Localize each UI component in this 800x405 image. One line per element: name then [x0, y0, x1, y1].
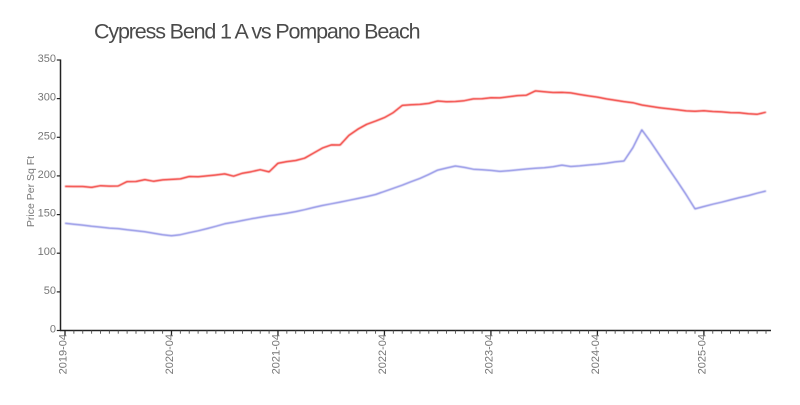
- svg-text:2022-04: 2022-04: [377, 334, 389, 374]
- svg-text:2025-04: 2025-04: [697, 334, 709, 374]
- svg-text:2019-04: 2019-04: [58, 334, 70, 374]
- svg-text:350: 350: [38, 53, 56, 65]
- svg-text:150: 150: [38, 208, 56, 220]
- svg-text:Cypress Bend 1 A vs Pompano Be: Cypress Bend 1 A vs Pompano Beach: [94, 20, 420, 44]
- svg-text:2020-04: 2020-04: [164, 334, 176, 374]
- svg-text:0: 0: [50, 324, 56, 336]
- svg-text:200: 200: [38, 169, 56, 181]
- svg-text:50: 50: [44, 285, 56, 297]
- svg-text:100: 100: [38, 246, 56, 258]
- svg-text:Price Per Sq Ft: Price Per Sq Ft: [25, 156, 37, 227]
- svg-text:250: 250: [38, 130, 56, 142]
- svg-text:2024-04: 2024-04: [590, 334, 602, 374]
- svg-text:2023-04: 2023-04: [484, 334, 496, 374]
- svg-text:300: 300: [38, 92, 56, 104]
- svg-text:2021-04: 2021-04: [271, 334, 283, 374]
